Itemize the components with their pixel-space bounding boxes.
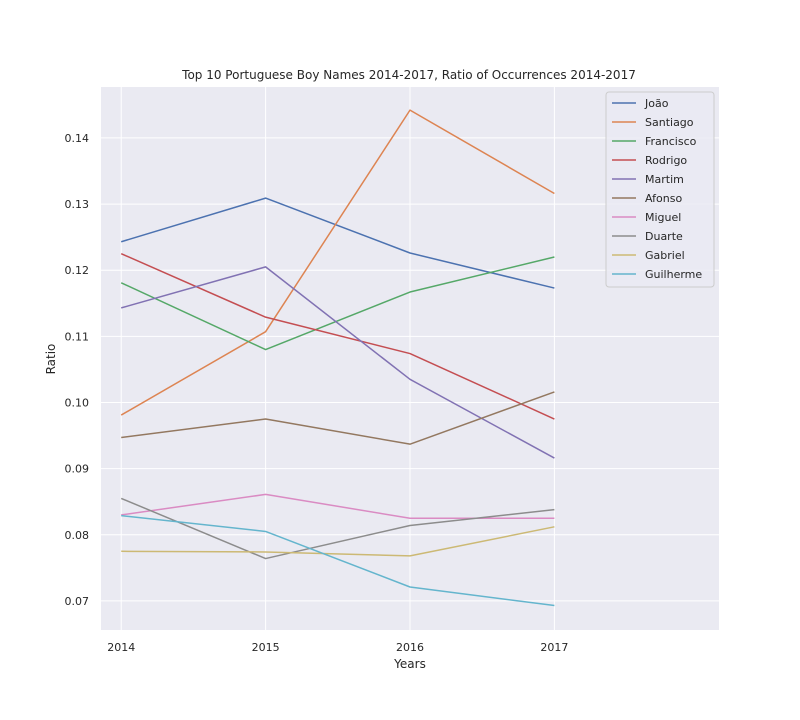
chart-title: Top 10 Portuguese Boy Names 2014-2017, R… (181, 68, 636, 82)
series-line-afonso (121, 391, 555, 445)
x-tick-label: 2017 (540, 641, 568, 654)
y-tick-label: 0.12 (65, 264, 90, 277)
series-line-gabriel (121, 526, 555, 557)
series-line-rodrigo (120, 252, 555, 420)
x-axis-label: Years (393, 657, 426, 671)
series-line-duarte (120, 497, 555, 560)
series-line-guilherme (121, 514, 555, 607)
x-tick-label: 2016 (396, 641, 424, 654)
y-tick-label: 0.08 (65, 529, 90, 542)
legend-label-rodrigo: Rodrigo (645, 154, 687, 167)
y-tick-label: 0.07 (65, 595, 90, 608)
legend-label-guilherme: Guilherme (645, 268, 702, 281)
legend-label-miguel: Miguel (645, 211, 681, 224)
series-line-joao (120, 197, 555, 289)
legend-label-afonso: Afonso (645, 192, 682, 205)
y-tick-label: 0.13 (65, 198, 90, 211)
y-tick-label: 0.11 (65, 330, 90, 343)
y-tick-label: 0.10 (65, 396, 90, 409)
legend-label-martim: Martim (645, 173, 684, 186)
y-tick-labels: 0.07 0.08 0.09 0.10 0.11 0.12 0.13 0.14 (65, 132, 90, 608)
series-line-francisco (120, 256, 555, 351)
y-tick-label: 0.09 (65, 463, 90, 476)
legend-label-duarte: Duarte (645, 230, 683, 243)
x-gridlines (120, 87, 555, 630)
legend-label-gabriel: Gabriel (645, 249, 685, 262)
y-axis-label: Ratio (44, 344, 58, 375)
x-tick-label: 2015 (252, 641, 280, 654)
legend-label-santiago: Santiago (645, 116, 694, 129)
series-lines (120, 109, 555, 607)
x-tick-labels: 2014 2015 2016 2017 (107, 641, 568, 654)
series-line-santiago (120, 109, 555, 416)
y-tick-label: 0.14 (65, 132, 90, 145)
legend-label-francisco: Francisco (645, 135, 697, 148)
legend: João Santiago Francisco Rodrigo Martim Afonso… (605, 91, 715, 288)
x-tick-label: 2014 (107, 641, 135, 654)
legend-label-joao: João (644, 97, 669, 110)
